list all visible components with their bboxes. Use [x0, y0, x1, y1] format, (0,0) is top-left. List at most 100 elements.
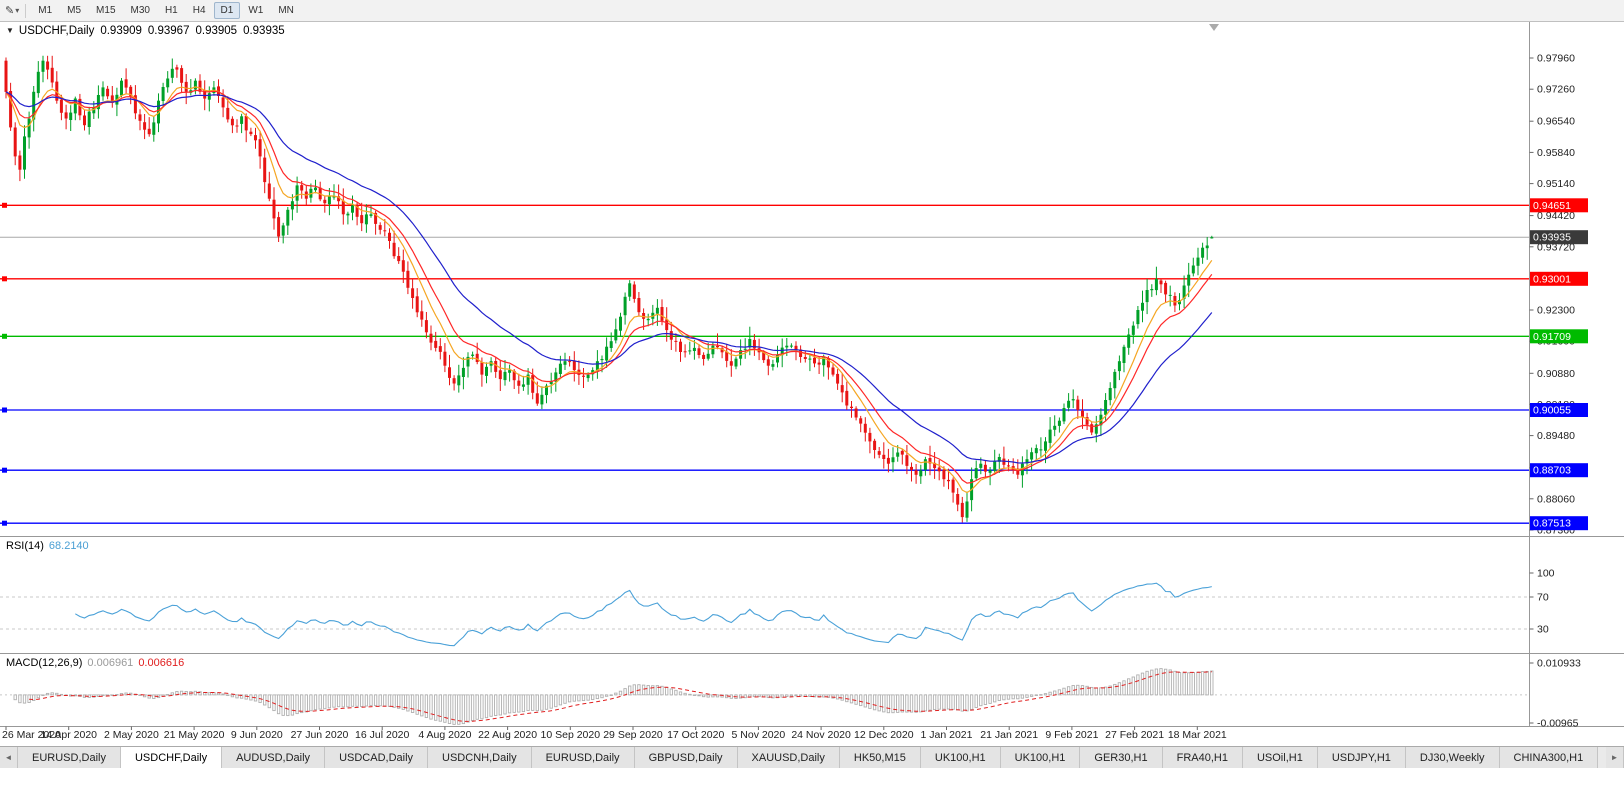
svg-text:16 Jul 2020: 16 Jul 2020	[355, 729, 409, 741]
timeframe-button-h1[interactable]: H1	[164, 5, 178, 16]
svg-text:0.97260: 0.97260	[1537, 84, 1575, 96]
horizontal-level-line[interactable]	[0, 276, 1529, 282]
svg-text:0.97960: 0.97960	[1537, 53, 1575, 65]
timeframe-button-m1[interactable]: M1	[38, 5, 53, 16]
macd-signal-value: 0.006616	[138, 657, 185, 669]
svg-text:17 Oct 2020: 17 Oct 2020	[667, 729, 724, 741]
timeframe-button-h4[interactable]: H4	[192, 5, 206, 16]
svg-text:21 Jan 2021: 21 Jan 2021	[980, 729, 1038, 741]
horizontal-level-line[interactable]	[0, 520, 1529, 526]
svg-text:0.96540: 0.96540	[1537, 116, 1575, 128]
svg-text:27 Jun 2020: 27 Jun 2020	[291, 729, 349, 741]
chart-tab-usdchf-daily[interactable]: USDCHF,Daily	[120, 747, 223, 768]
svg-text:27 Feb 2021: 27 Feb 2021	[1105, 729, 1164, 741]
ohlc-close-value: 0.93935	[243, 25, 285, 37]
timeframe-button-m30[interactable]: M30	[130, 5, 150, 16]
chart-tab-usdjpy-h1[interactable]: USDJPY,H1	[1317, 747, 1406, 768]
svg-text:26 Mar 2020: 26 Mar 2020	[2, 729, 61, 741]
chart-tab-ger30-h1[interactable]: GER30,H1	[1080, 747, 1163, 768]
rsi-indicator-name: RSI(14)	[6, 540, 44, 552]
chart-tab-uk100-h1[interactable]: UK100,H1	[920, 747, 1001, 768]
chart-tab-audusd-daily[interactable]: AUDUSD,Daily	[222, 747, 326, 768]
moving-average-line-8	[5, 86, 1213, 494]
horizontal-level-line[interactable]	[0, 333, 1529, 339]
svg-text:100: 100	[1537, 568, 1555, 580]
svg-text:0.95840: 0.95840	[1537, 147, 1575, 159]
price-axis[interactable]: 0.97960 0.97260 0.96540 0.95840 0.95140 0.944…	[1529, 53, 1589, 730]
svg-text:0.90055: 0.90055	[1533, 405, 1571, 417]
chart-tab-dj30-weekly[interactable]: DJ30,Weekly	[1405, 747, 1500, 768]
svg-text:0.94420: 0.94420	[1537, 210, 1575, 222]
svg-text:9 Feb 2021: 9 Feb 2021	[1045, 729, 1098, 741]
macd-main-value: 0.006961	[87, 657, 134, 669]
svg-text:0.95140: 0.95140	[1537, 178, 1575, 190]
chevron-down-icon[interactable]: ▾	[15, 6, 20, 15]
horizontal-level-line[interactable]	[0, 467, 1529, 473]
timeframe-button-w1[interactable]: W1	[248, 5, 264, 16]
svg-text:14 Apr 2020: 14 Apr 2020	[40, 729, 97, 741]
chart-menu-icon[interactable]: ▼	[6, 26, 14, 35]
svg-text:0.91709: 0.91709	[1533, 331, 1571, 343]
tabs-scroll-right-icon[interactable]: ►	[1606, 747, 1624, 768]
svg-text:22 Aug 2020: 22 Aug 2020	[478, 729, 537, 741]
svg-text:10 Sep 2020: 10 Sep 2020	[541, 729, 601, 741]
chart-tab-gbpusd-daily[interactable]: GBPUSD,Daily	[634, 747, 738, 768]
timeframe-button-m15[interactable]: M15	[96, 5, 116, 16]
svg-text:0.92300: 0.92300	[1537, 305, 1575, 317]
chart-tab-hk50-m15[interactable]: HK50,M15	[839, 747, 921, 768]
chart-shift-marker-icon[interactable]	[1209, 24, 1219, 31]
ohlc-high-value: 0.93967	[147, 25, 190, 37]
macd-panel	[0, 668, 1529, 725]
moving-average-line-28	[5, 91, 1213, 464]
chart-tab-fra40-h1[interactable]: FRA40,H1	[1162, 747, 1243, 768]
svg-text:0.94651: 0.94651	[1533, 200, 1571, 212]
rsi-panel	[0, 582, 1529, 647]
chart-tab-eurusd-daily[interactable]: EURUSD,Daily	[18, 747, 121, 768]
timeframe-button-d1[interactable]: D1	[213, 2, 241, 19]
svg-text:0.88703: 0.88703	[1533, 465, 1571, 477]
horizontal-level-line[interactable]	[0, 407, 1529, 413]
symbol-period-label: USDCHF,Daily	[18, 25, 95, 37]
chart-tabs: EURUSD,Daily USDCHF,Daily AUDUSD,Daily USDC…	[18, 747, 1606, 768]
svg-text:-0.00965: -0.00965	[1537, 718, 1579, 730]
chart-tab-eurusd-daily[interactable]: EURUSD,Daily	[531, 747, 635, 768]
svg-text:24 Nov 2020: 24 Nov 2020	[791, 729, 851, 741]
svg-text:0.87513: 0.87513	[1533, 518, 1571, 530]
svg-text:0.89480: 0.89480	[1537, 430, 1575, 442]
chart-tab-china300-h1[interactable]: CHINA300,H1	[1499, 747, 1599, 768]
chart-tab-uk100-h1[interactable]: UK100,H1	[1000, 747, 1081, 768]
svg-text:0.93001: 0.93001	[1533, 273, 1571, 285]
macd-indicator-name: MACD(12,26,9)	[6, 657, 83, 669]
svg-text:12 Dec 2020: 12 Dec 2020	[854, 729, 914, 741]
horizontal-level-line[interactable]	[0, 202, 1529, 208]
svg-text:0.010933: 0.010933	[1537, 658, 1581, 670]
chart-tab-usoil-h1[interactable]: USOil,H1	[1242, 747, 1318, 768]
moving-average-line-13	[5, 89, 1213, 484]
svg-text:0.93935: 0.93935	[1533, 232, 1571, 244]
chart-tab-usdcad-daily[interactable]: USDCAD,Daily	[325, 747, 429, 768]
svg-text:30: 30	[1537, 624, 1549, 636]
svg-text:2 May 2020: 2 May 2020	[104, 729, 159, 741]
timeframe-button-m5[interactable]: M5	[67, 5, 82, 16]
timeframe-button-mn[interactable]: MN	[278, 5, 294, 16]
draw-tool-icon[interactable]: ✎	[5, 5, 15, 17]
chart-tab-bar: ◄ EURUSD,Daily USDCHF,Daily AUDUSD,Daily US…	[0, 746, 1624, 768]
svg-text:70: 70	[1537, 592, 1549, 604]
svg-text:0.88060: 0.88060	[1537, 493, 1575, 505]
svg-text:21 May 2020: 21 May 2020	[164, 729, 225, 741]
svg-text:9 Jun 2020: 9 Jun 2020	[231, 729, 283, 741]
tabs-scroll-left-icon[interactable]: ◄	[0, 747, 18, 768]
chart-tab-xauusd-daily[interactable]: XAUUSD,Daily	[737, 747, 840, 768]
svg-text:1 Jan 2021: 1 Jan 2021	[921, 729, 973, 741]
svg-text:4 Aug 2020: 4 Aug 2020	[418, 729, 471, 741]
chart-canvas[interactable]: 0.97960 0.97260 0.96540 0.95840 0.95140 0.944…	[0, 21, 1624, 746]
ohlc-low-value: 0.93905	[195, 25, 238, 37]
chart-title: ▼ USDCHF,Daily 0.93909 0.93967 0.93905 0.9393…	[6, 25, 285, 37]
svg-text:18 Mar 2021: 18 Mar 2021	[1168, 729, 1227, 741]
chart-plot-area[interactable]: 0.97960 0.97260 0.96540 0.95840 0.95140 0.944…	[0, 21, 1624, 746]
svg-text:29 Sep 2020: 29 Sep 2020	[603, 729, 663, 741]
chart-tab-usdcnh-daily[interactable]: USDCNH,Daily	[428, 747, 532, 768]
svg-text:0.93720: 0.93720	[1537, 241, 1575, 253]
